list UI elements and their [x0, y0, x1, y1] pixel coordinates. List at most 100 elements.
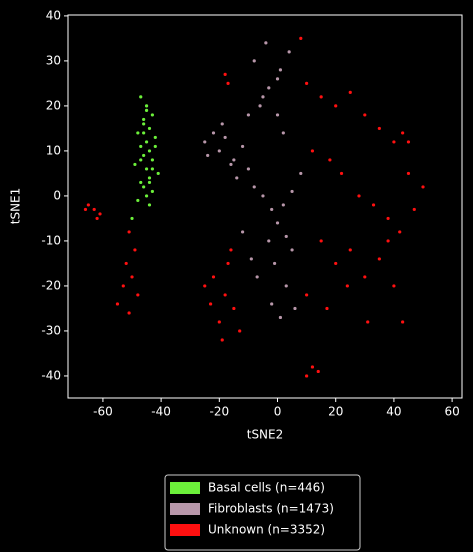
point: [139, 158, 143, 162]
y-tick-label: -10: [41, 233, 61, 247]
point: [348, 248, 352, 252]
point: [366, 320, 370, 324]
point: [305, 374, 309, 378]
point: [252, 185, 256, 189]
plot-frame: [67, 14, 463, 399]
point: [136, 131, 140, 135]
point: [95, 216, 99, 221]
y-tick-label: 30: [46, 53, 61, 67]
point: [328, 158, 332, 162]
point: [392, 140, 396, 144]
point: [305, 293, 309, 297]
point: [150, 189, 154, 194]
legend-swatch: [170, 503, 200, 515]
point: [223, 72, 227, 77]
y-tick-label: 40: [46, 8, 61, 22]
point: [142, 131, 146, 135]
point: [217, 149, 221, 153]
point: [208, 302, 213, 306]
point: [136, 293, 140, 297]
point: [267, 86, 271, 90]
x-axis-label: tSNE2: [247, 428, 284, 442]
point: [310, 149, 315, 153]
legend-label: Unknown (n=3352): [208, 523, 325, 537]
y-tick-label: -30: [41, 323, 61, 337]
legend-frame: [164, 474, 361, 551]
point: [124, 261, 128, 266]
legend-label: Fibroblasts (n=1473): [208, 502, 334, 516]
point: [127, 311, 131, 315]
x-tick-label: -40: [151, 405, 171, 419]
y-tick-label: -20: [41, 278, 61, 292]
point: [261, 95, 265, 99]
point: [252, 59, 256, 63]
point: [127, 230, 131, 234]
point: [421, 185, 425, 189]
point: [261, 194, 265, 198]
point: [299, 36, 303, 41]
point: [232, 306, 236, 311]
point: [144, 194, 149, 198]
point: [357, 194, 361, 198]
point: [281, 203, 285, 207]
point: [203, 140, 207, 144]
point: [275, 77, 280, 81]
point: [147, 176, 152, 180]
point: [363, 275, 367, 279]
point: [275, 221, 280, 225]
point: [249, 257, 253, 261]
point: [144, 104, 149, 108]
point: [270, 302, 274, 306]
point: [142, 153, 146, 158]
point: [377, 126, 381, 131]
point: [139, 180, 143, 185]
point: [264, 41, 268, 45]
point: [284, 284, 288, 288]
point: [223, 135, 227, 140]
point: [115, 302, 120, 306]
point: [144, 140, 149, 144]
point: [406, 171, 411, 176]
point: [130, 216, 134, 221]
point: [232, 158, 236, 162]
point: [377, 257, 381, 261]
point: [223, 293, 227, 297]
point: [211, 131, 216, 135]
point: [206, 153, 210, 158]
point: [229, 162, 233, 167]
point: [226, 261, 230, 266]
x-tick-label: 20: [328, 405, 343, 419]
y-tick-label: 10: [46, 143, 61, 157]
point: [98, 212, 102, 216]
point: [238, 329, 242, 333]
point: [133, 248, 137, 252]
point: [136, 198, 140, 203]
point: [86, 203, 90, 207]
point: [150, 167, 154, 171]
x-tick-label: -60: [93, 405, 113, 419]
point: [153, 135, 157, 140]
point: [267, 239, 271, 243]
point: [290, 189, 294, 194]
y-tick-label: -40: [41, 368, 61, 382]
point: [310, 365, 315, 369]
point: [401, 131, 405, 135]
point: [284, 234, 288, 239]
legend-label: Basal cells (n=446): [208, 481, 325, 495]
point: [345, 284, 349, 288]
point: [133, 162, 137, 167]
point: [150, 158, 154, 162]
legend-swatch: [170, 482, 200, 494]
point: [92, 207, 96, 212]
point: [401, 320, 405, 324]
point: [412, 207, 416, 212]
point: [299, 171, 303, 176]
point: [246, 167, 251, 171]
point: [130, 275, 134, 279]
point: [273, 261, 277, 266]
point: [121, 284, 125, 288]
point: [325, 306, 329, 311]
point: [334, 261, 338, 266]
